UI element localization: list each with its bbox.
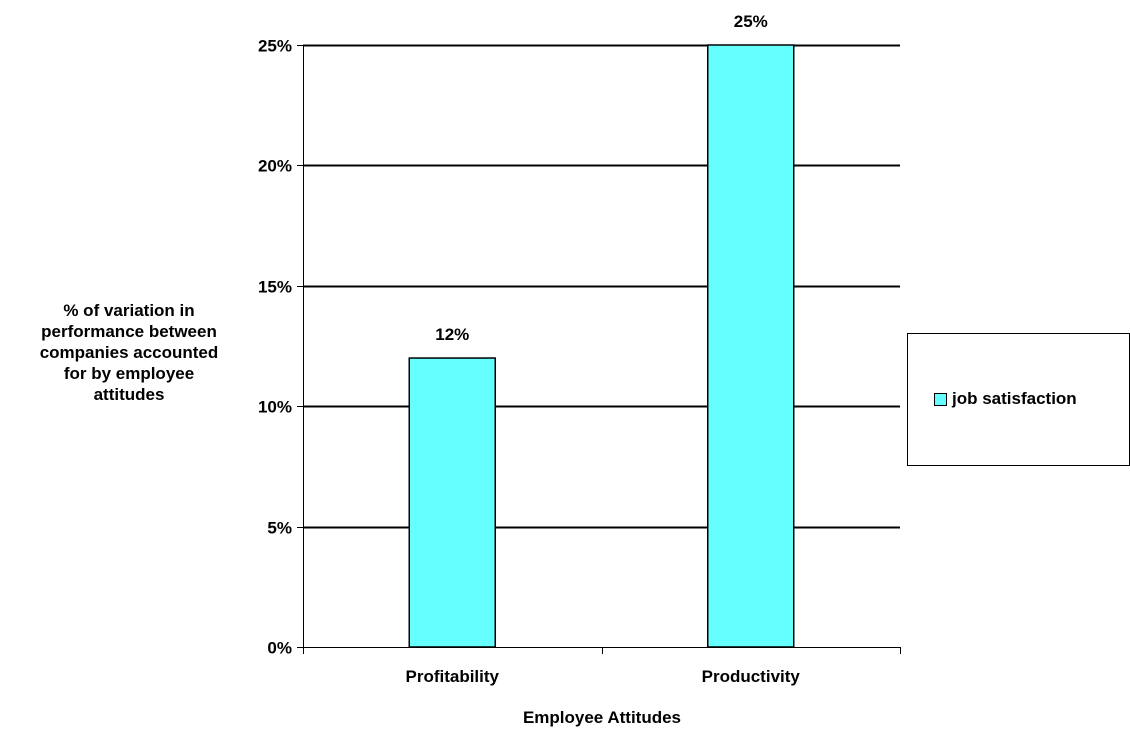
x-tick-label: Profitability [405, 667, 499, 686]
y-axis-label-line: performance between [41, 322, 217, 341]
y-tick-label: 10% [258, 398, 292, 417]
y-axis-label-line: attitudes [93, 385, 165, 404]
data-labels: 12% 25% [435, 12, 768, 344]
bars [408, 44, 795, 648]
y-tick-labels: 0% 5% 10% 15% 20% 25% [258, 37, 292, 658]
legend-label: job satisfaction [952, 389, 1077, 408]
gridlines [303, 44, 900, 529]
bar [707, 44, 795, 648]
x-axis-label: Employee Attitudes [523, 708, 681, 727]
y-axis-label: % of variation in performance between co… [14, 300, 244, 405]
legend-swatch [934, 392, 947, 406]
y-tick-label: 20% [258, 157, 292, 176]
data-label: 12% [435, 325, 469, 344]
data-label: 25% [734, 12, 768, 31]
legend: job satisfaction [907, 333, 1130, 466]
y-tick-label: 5% [267, 519, 292, 538]
y-tick-label: 25% [258, 37, 292, 56]
y-tick-label: 15% [258, 278, 292, 297]
y-axis-label-line: % of variation in [63, 301, 195, 320]
x-tick-labels: Profitability Productivity [405, 667, 800, 686]
bar [408, 357, 496, 648]
y-axis-label-line: for by employee [63, 364, 195, 383]
legend-entry: job satisfaction [934, 389, 1077, 409]
axes [297, 45, 901, 654]
x-tick-label: Productivity [702, 667, 801, 686]
y-axis-label-line: companies accounted [39, 343, 219, 362]
y-tick-label: 0% [267, 639, 292, 658]
